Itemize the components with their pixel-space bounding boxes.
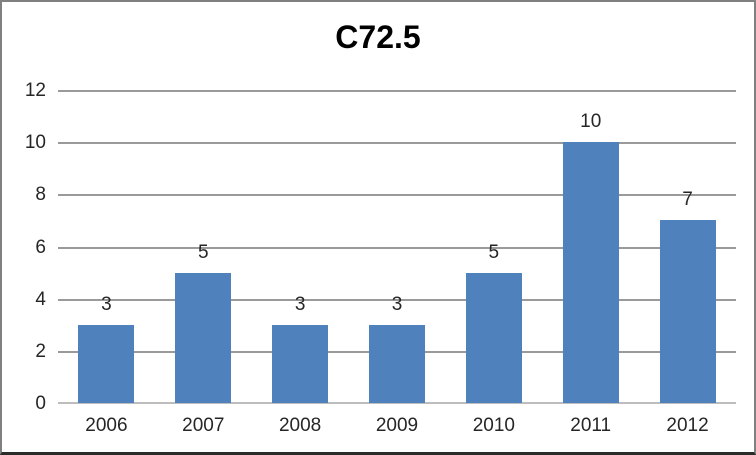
data-label-2006: 3 xyxy=(101,293,112,315)
data-label-2009: 3 xyxy=(391,293,403,315)
data-label-2007: 5 xyxy=(197,241,209,263)
data-label-2011: 10 xyxy=(580,111,602,133)
gridline-10 xyxy=(58,142,736,145)
gridline-8 xyxy=(58,194,736,197)
gridline-4 xyxy=(58,298,736,301)
bar-2009 xyxy=(369,324,425,403)
data-label-2012: 7 xyxy=(682,189,693,211)
data-label-2008: 3 xyxy=(294,293,306,315)
bar-2011 xyxy=(562,142,619,403)
x-tick-label-2007: 2007 xyxy=(182,415,225,436)
bar-2008 xyxy=(272,324,329,403)
bar-2006 xyxy=(78,324,135,403)
x-tick-label-2012: 2012 xyxy=(666,415,709,436)
x-axis-line xyxy=(58,402,736,404)
y-tick-label-12: 12 xyxy=(24,80,46,101)
y-tick-label-6: 6 xyxy=(35,236,46,258)
y-tick-label-4: 4 xyxy=(35,288,46,310)
y-tick-label-10: 10 xyxy=(24,132,46,154)
gridline-12 xyxy=(58,90,736,92)
data-label-2010: 5 xyxy=(488,241,500,263)
bar-2012 xyxy=(659,220,716,403)
x-axis: 2006 2007 2008 2009 2010 2011 2012 xyxy=(58,413,736,439)
x-tick-label-2011: 2011 xyxy=(570,415,612,436)
x-tick-label-2008: 2008 xyxy=(278,415,322,436)
y-tick-label-0: 0 xyxy=(35,393,46,414)
gridline-6 xyxy=(58,246,736,249)
x-tick-label-2009: 2009 xyxy=(375,415,419,436)
y-tick-label-2: 2 xyxy=(35,340,46,362)
bar-2010 xyxy=(465,272,522,403)
bar-2007 xyxy=(175,272,232,403)
x-tick-label-2006: 2006 xyxy=(85,415,128,436)
y-axis: 0 2 4 6 8 10 12 xyxy=(2,81,46,414)
chart-title: C72.5 xyxy=(335,19,421,55)
x-tick-label-2010: 2010 xyxy=(472,415,515,436)
plot-area: 3 5 3 3 5 10 7 xyxy=(58,90,736,404)
y-tick-label-8: 8 xyxy=(35,184,46,206)
